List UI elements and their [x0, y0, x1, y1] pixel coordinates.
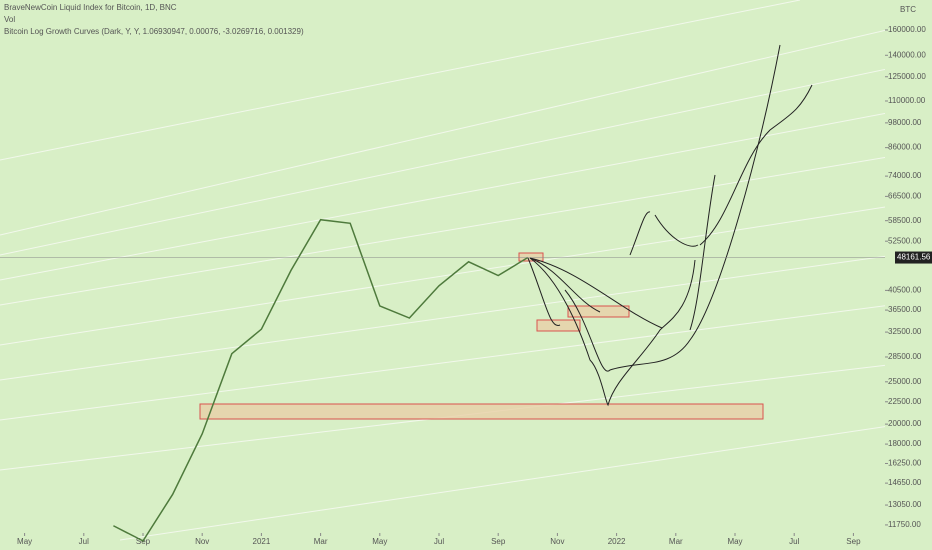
y-tick-label: 98000.00	[888, 118, 922, 127]
y-tick-label: 32500.00	[888, 327, 922, 336]
y-tick-label: 20000.00	[888, 419, 922, 428]
y-tick-label: 22500.00	[888, 397, 922, 406]
last-price-tag	[895, 251, 932, 264]
y-tick-label: 40500.00	[888, 285, 922, 294]
y-tick-label: 28500.00	[888, 352, 922, 361]
y-tick-label: 74000.00	[888, 171, 922, 180]
y-tick-label: 11750.00	[888, 520, 921, 529]
support-zone	[199, 403, 764, 420]
currency-badge: BTC	[900, 5, 916, 14]
x-tick-label: 2021	[253, 537, 271, 546]
chart-title: BraveNewCoin Liquid Index for Bitcoin, 1…	[4, 3, 177, 12]
projections	[527, 44, 813, 407]
x-tick-label: Mar	[314, 537, 328, 546]
y-tick-label: 160000.00	[888, 25, 926, 34]
x-tick-label: Jul	[789, 537, 799, 546]
x-tick-label: Jul	[434, 537, 444, 546]
y-tick-label: 125000.00	[888, 72, 926, 81]
price-line	[113, 218, 529, 542]
y-tick-label: 52500.00	[888, 236, 922, 245]
x-tick-label: Nov	[550, 537, 564, 546]
y-tick-label: 86000.00	[888, 143, 922, 152]
y-tick-label: 58500.00	[888, 216, 922, 225]
y-tick-label: 16250.00	[888, 459, 922, 468]
x-tick-label: 2022	[608, 537, 626, 546]
x-tick-label: Sep	[491, 537, 506, 546]
x-tick-label: May	[372, 537, 387, 546]
x-tick-label: May	[17, 537, 32, 546]
last-price-label: 48161.56	[897, 253, 931, 262]
y-tick-label: 14650.00	[888, 478, 922, 487]
y-tick-label: 25000.00	[888, 377, 922, 386]
indicator-label: Bitcoin Log Growth Curves (Dark, Y, Y, 1…	[4, 27, 304, 36]
x-tick-label: Nov	[195, 537, 209, 546]
subtitle: Vol	[4, 15, 15, 24]
y-tick-label: 13050.00	[888, 500, 922, 509]
y-tick-label: 36500.00	[888, 305, 922, 314]
y-tick-label: 140000.00	[888, 50, 926, 59]
y-axis-panel	[885, 0, 932, 550]
zone	[518, 252, 544, 262]
x-tick-label: Sep	[846, 537, 861, 546]
y-tick-label: 110000.00	[888, 96, 926, 105]
y-tick-label: 18000.00	[888, 439, 922, 448]
y-tick-label: 66500.00	[888, 191, 922, 200]
x-tick-label: Mar	[669, 537, 683, 546]
x-tick-label: May	[727, 537, 742, 546]
x-tick-label: Jul	[79, 537, 89, 546]
